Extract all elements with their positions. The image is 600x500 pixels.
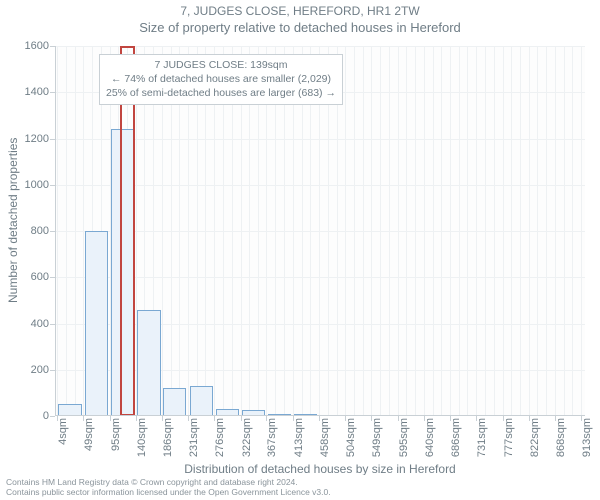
x-tick-label: 549sqm — [371, 418, 383, 468]
info-line-1: 7 JUDGES CLOSE: 139sqm — [106, 58, 336, 72]
x-tick-label: 49sqm — [83, 418, 95, 468]
grid-line-v-minor — [537, 46, 538, 416]
grid-line-v-minor — [572, 46, 573, 416]
x-tick-label: 4sqm — [57, 418, 69, 468]
x-tick-label: 95sqm — [110, 418, 122, 468]
grid-line-v-minor — [75, 46, 76, 416]
title-address: 7, JUDGES CLOSE, HEREFORD, HR1 2TW — [0, 4, 600, 18]
grid-line-v-minor — [520, 46, 521, 416]
grid-line-v — [503, 46, 504, 416]
x-tick-label: 367sqm — [266, 418, 278, 468]
grid-line-v-minor — [511, 46, 512, 416]
grid-line-v-minor — [494, 46, 495, 416]
grid-line-v-minor — [485, 46, 486, 416]
grid-line-v-minor — [433, 46, 434, 416]
histogram-bar — [190, 386, 213, 416]
chart-container: 7, JUDGES CLOSE, HEREFORD, HR1 2TW Size … — [0, 0, 600, 500]
grid-line-v-minor — [459, 46, 460, 416]
y-axis-label: Number of detached properties — [6, 0, 20, 440]
grid-line-v-minor — [546, 46, 547, 416]
grid-line-v — [398, 46, 399, 416]
x-tick-label: 595sqm — [398, 418, 410, 468]
info-line-2: ← 74% of detached houses are smaller (2,… — [106, 72, 336, 86]
grid-line-v — [345, 46, 346, 416]
grid-line-v-minor — [354, 46, 355, 416]
x-tick-label: 731sqm — [476, 418, 488, 468]
grid-line-v-minor — [406, 46, 407, 416]
x-tick-label: 322sqm — [241, 418, 253, 468]
grid-line-v — [57, 46, 58, 416]
plot-area: 020040060080010001200140016004sqm49sqm95… — [55, 46, 585, 416]
footer: Contains HM Land Registry data © Crown c… — [0, 475, 600, 500]
grid-line-v-minor — [467, 46, 468, 416]
x-tick-label: 686sqm — [450, 418, 462, 468]
grid-line-v — [476, 46, 477, 416]
y-tick-mark — [50, 416, 55, 417]
grid-line-v — [424, 46, 425, 416]
grid-line-v-minor — [441, 46, 442, 416]
x-tick-label: 140sqm — [136, 418, 148, 468]
title-main: Size of property relative to detached ho… — [0, 20, 600, 35]
x-tick-label: 640sqm — [424, 418, 436, 468]
x-tick-label: 276sqm — [214, 418, 226, 468]
y-axis-line — [55, 46, 56, 416]
x-tick-label: 822sqm — [529, 418, 541, 468]
grid-line-v-minor — [380, 46, 381, 416]
grid-line-v — [450, 46, 451, 416]
info-line-3: 25% of semi-detached houses are larger (… — [106, 86, 336, 100]
info-box: 7 JUDGES CLOSE: 139sqm ← 74% of detached… — [99, 54, 343, 105]
x-tick-label: 413sqm — [293, 418, 305, 468]
histogram-bar — [137, 310, 160, 416]
grid-line-v-minor — [564, 46, 565, 416]
grid-line-v — [555, 46, 556, 416]
footer-line-2: Contains public sector information licen… — [6, 487, 594, 498]
x-axis-line — [55, 415, 585, 416]
footer-line-1: Contains HM Land Registry data © Crown c… — [6, 477, 594, 488]
grid-line-v — [581, 46, 582, 416]
x-tick-label: 231sqm — [188, 418, 200, 468]
grid-line-v-minor — [66, 46, 67, 416]
x-tick-label: 868sqm — [555, 418, 567, 468]
x-tick-label: 504sqm — [345, 418, 357, 468]
x-tick-label: 186sqm — [162, 418, 174, 468]
histogram-bar — [85, 231, 108, 416]
grid-line-v — [371, 46, 372, 416]
grid-line-v-minor — [389, 46, 390, 416]
x-tick-label: 458sqm — [319, 418, 331, 468]
x-tick-label: 913sqm — [581, 418, 593, 468]
x-tick-label: 777sqm — [503, 418, 515, 468]
grid-line-v-minor — [415, 46, 416, 416]
histogram-bar — [163, 388, 186, 416]
grid-line-v — [529, 46, 530, 416]
grid-line-v-minor — [363, 46, 364, 416]
